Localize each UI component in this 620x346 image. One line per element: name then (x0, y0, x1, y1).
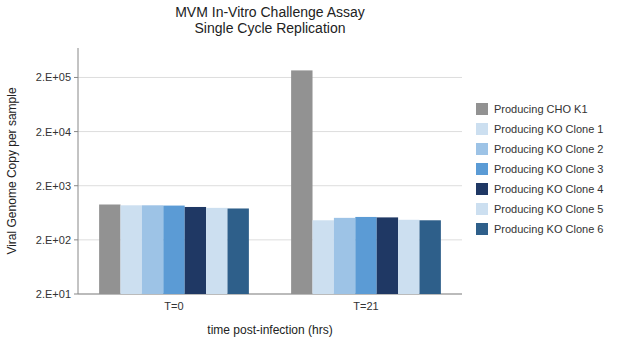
y-tick-label: 2.E+05 (36, 71, 71, 83)
bar (334, 218, 355, 294)
legend-swatch (476, 183, 488, 195)
legend-swatch (476, 223, 488, 235)
y-axis-label: Viral Genome Copy per sample (5, 87, 19, 255)
y-tick-label: 2.E+03 (36, 180, 71, 192)
y-tick (74, 239, 78, 240)
y-tick (74, 185, 78, 186)
bar (163, 206, 184, 294)
legend: Producing CHO K1 Producing KO Clone 1 Prod… (476, 103, 603, 235)
bar (398, 220, 419, 294)
bars (99, 70, 441, 294)
axes: 2.E+01 2.E+02 2.E+03 2.E+04 2.E+05 T=0 T=21 (36, 48, 462, 312)
legend-label: Producing KO Clone 3 (494, 163, 603, 175)
chart: MVM In-Vitro Challenge AssaySingle Cycle… (0, 0, 620, 346)
legend-swatch (476, 163, 488, 175)
legend-label: Producing KO Clone 2 (494, 143, 603, 155)
legend-swatch (476, 143, 488, 155)
grid (78, 77, 462, 294)
bar (355, 217, 376, 294)
y-tick-label: 2.E+04 (36, 126, 71, 138)
y-tick (74, 294, 78, 295)
y-tick (74, 77, 78, 78)
legend-label: Producing KO Clone 1 (494, 123, 603, 135)
bar (419, 220, 440, 294)
legend-label: Producing CHO K1 (494, 103, 588, 115)
legend-swatch (476, 123, 488, 135)
bar (313, 220, 334, 294)
bar (377, 217, 398, 294)
grid-line (78, 185, 462, 186)
bar (185, 207, 206, 294)
y-tick-label: 2.E+01 (36, 288, 71, 300)
title: MVM In-Vitro Challenge AssaySingle Cycle… (175, 4, 365, 36)
legend-label: Producing KO Clone 6 (494, 223, 603, 235)
legend-swatch (476, 103, 488, 115)
grid-line (78, 77, 462, 78)
x-tick-label: T=0 (164, 300, 183, 312)
x-axis-label: time post-infection (hrs) (207, 323, 332, 337)
legend-swatch (476, 203, 488, 215)
bar (291, 70, 312, 294)
bar (121, 205, 142, 294)
bar (99, 205, 120, 294)
y-tick-label: 2.E+02 (36, 234, 71, 246)
y-axis-line (78, 48, 79, 294)
legend-label: Producing KO Clone 5 (494, 203, 603, 215)
grid-line (78, 131, 462, 132)
bar (142, 205, 163, 294)
bar (227, 208, 248, 294)
x-tick-label: T=21 (353, 300, 378, 312)
legend-label: Producing KO Clone 4 (494, 183, 603, 195)
bar (206, 208, 227, 294)
y-tick (74, 131, 78, 132)
